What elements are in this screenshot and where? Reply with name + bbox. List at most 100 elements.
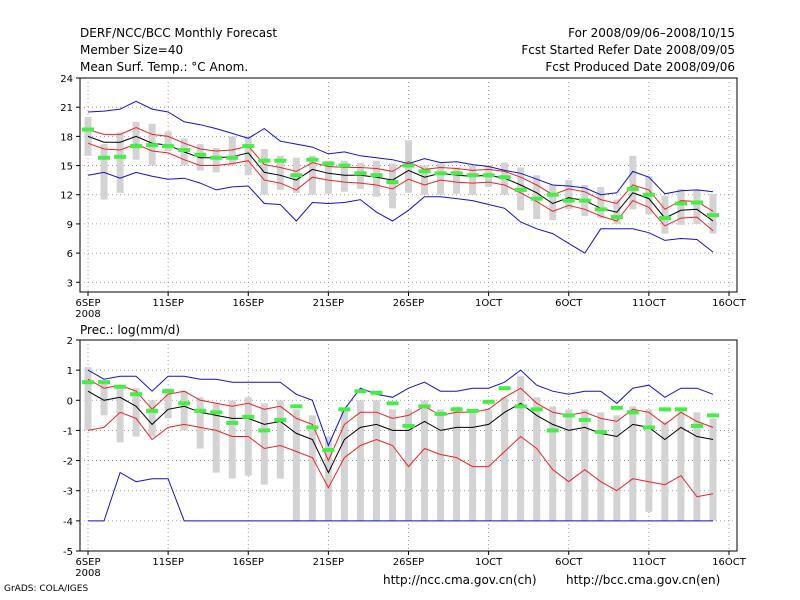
y-tick-label: 2 — [67, 336, 73, 347]
median-marker — [402, 423, 415, 428]
spread-box — [388, 409, 396, 521]
median-marker — [434, 171, 447, 176]
spread-box — [501, 397, 509, 521]
median-marker — [242, 414, 255, 419]
median-marker — [82, 127, 95, 132]
median-marker — [562, 413, 575, 418]
x-tick-label: 11SEP — [152, 557, 183, 568]
spread-box — [244, 136, 252, 176]
spread-box — [533, 397, 541, 521]
x-tick-label: 16SEP — [233, 557, 264, 568]
spread-box — [549, 406, 557, 521]
median-marker — [162, 144, 175, 149]
median-marker — [162, 389, 175, 394]
median-marker — [610, 215, 623, 220]
member-size-label: Member Size=40 — [80, 43, 184, 57]
median-marker — [338, 407, 351, 412]
spread-box — [421, 400, 429, 521]
spread-box — [276, 155, 284, 190]
spread-box — [260, 403, 268, 485]
y-tick-label: -3 — [63, 487, 73, 498]
median-marker — [594, 207, 607, 212]
x-tick-label: 16OCT — [712, 298, 747, 309]
median-marker — [306, 425, 319, 430]
median-marker — [178, 147, 191, 152]
spread-box — [292, 409, 300, 521]
median-marker — [450, 407, 463, 412]
y-tick-label: 15 — [60, 162, 73, 173]
median-marker — [578, 417, 591, 422]
spread-box — [180, 391, 188, 431]
x-tick-label: 6SEP — [75, 298, 100, 309]
spread-box — [549, 185, 557, 221]
median-marker — [690, 200, 703, 205]
y-tick-label: 3 — [67, 278, 73, 289]
ncc-url-link[interactable]: http://ncc.cma.gov.cn(ch) — [383, 573, 537, 587]
spread-box — [453, 167, 461, 194]
y-tick-label: 12 — [60, 191, 73, 202]
median-marker — [482, 399, 495, 404]
spread-box — [164, 131, 172, 151]
median-marker — [482, 173, 495, 178]
spread-box — [421, 165, 429, 195]
spread-box — [212, 403, 220, 473]
series-line-mean-plus-sd — [87, 127, 714, 212]
median-marker — [594, 429, 607, 434]
median-marker — [658, 216, 671, 221]
median-marker — [370, 390, 383, 395]
spread-box — [629, 155, 637, 210]
median-marker — [274, 417, 287, 422]
y-tick-label: -5 — [63, 547, 73, 558]
spread-box — [437, 409, 445, 521]
forecast-period: For 2008/09/06–2008/10/15 — [568, 26, 735, 40]
median-marker — [258, 428, 271, 433]
spread-box — [645, 409, 653, 512]
median-marker — [690, 423, 703, 428]
median-marker — [130, 392, 143, 397]
spread-box — [629, 406, 637, 521]
median-marker — [194, 152, 207, 157]
median-marker — [546, 192, 559, 197]
median-marker — [194, 408, 207, 413]
spread-box — [581, 409, 589, 521]
x-tick-label: 11OCT — [632, 298, 667, 309]
spread-box — [405, 409, 412, 521]
spread-box — [356, 400, 364, 521]
x-tick-sublabel: 2008 — [75, 309, 100, 320]
spread-box — [228, 136, 236, 166]
median-marker — [290, 173, 303, 178]
median-marker — [306, 157, 319, 162]
median-marker — [338, 163, 351, 168]
series-line-min — [87, 171, 714, 254]
median-marker — [386, 180, 399, 185]
y-tick-label: 18 — [60, 132, 73, 143]
spread-box — [84, 116, 92, 156]
y-tick-label: -1 — [63, 426, 73, 437]
median-marker — [498, 386, 511, 391]
median-marker — [354, 171, 367, 176]
spread-box — [469, 409, 477, 521]
median-marker — [626, 410, 639, 415]
series-line-mean — [87, 390, 714, 474]
y-tick-label: 6 — [67, 249, 73, 260]
spread-box — [340, 409, 348, 521]
spread-box — [661, 195, 669, 234]
y-tick-label: 21 — [60, 103, 73, 114]
bcc-url-link[interactable]: http://bcc.cma.gov.cn(en) — [566, 573, 721, 587]
x-tick-label: 6OCT — [555, 298, 583, 309]
spread-box — [485, 409, 493, 521]
spread-box — [565, 409, 573, 521]
median-marker — [82, 380, 95, 385]
median-marker — [98, 155, 111, 160]
median-marker — [98, 380, 111, 385]
median-marker — [114, 154, 127, 159]
spread-box — [164, 388, 172, 419]
spread-box — [677, 409, 685, 521]
median-marker — [418, 169, 431, 174]
spread-box — [212, 148, 220, 173]
produced-date: Fcst Produced Date 2008/09/06 — [545, 60, 735, 74]
median-marker — [402, 163, 415, 168]
series-line-max — [87, 369, 714, 447]
y-tick-label: 0 — [67, 396, 73, 407]
